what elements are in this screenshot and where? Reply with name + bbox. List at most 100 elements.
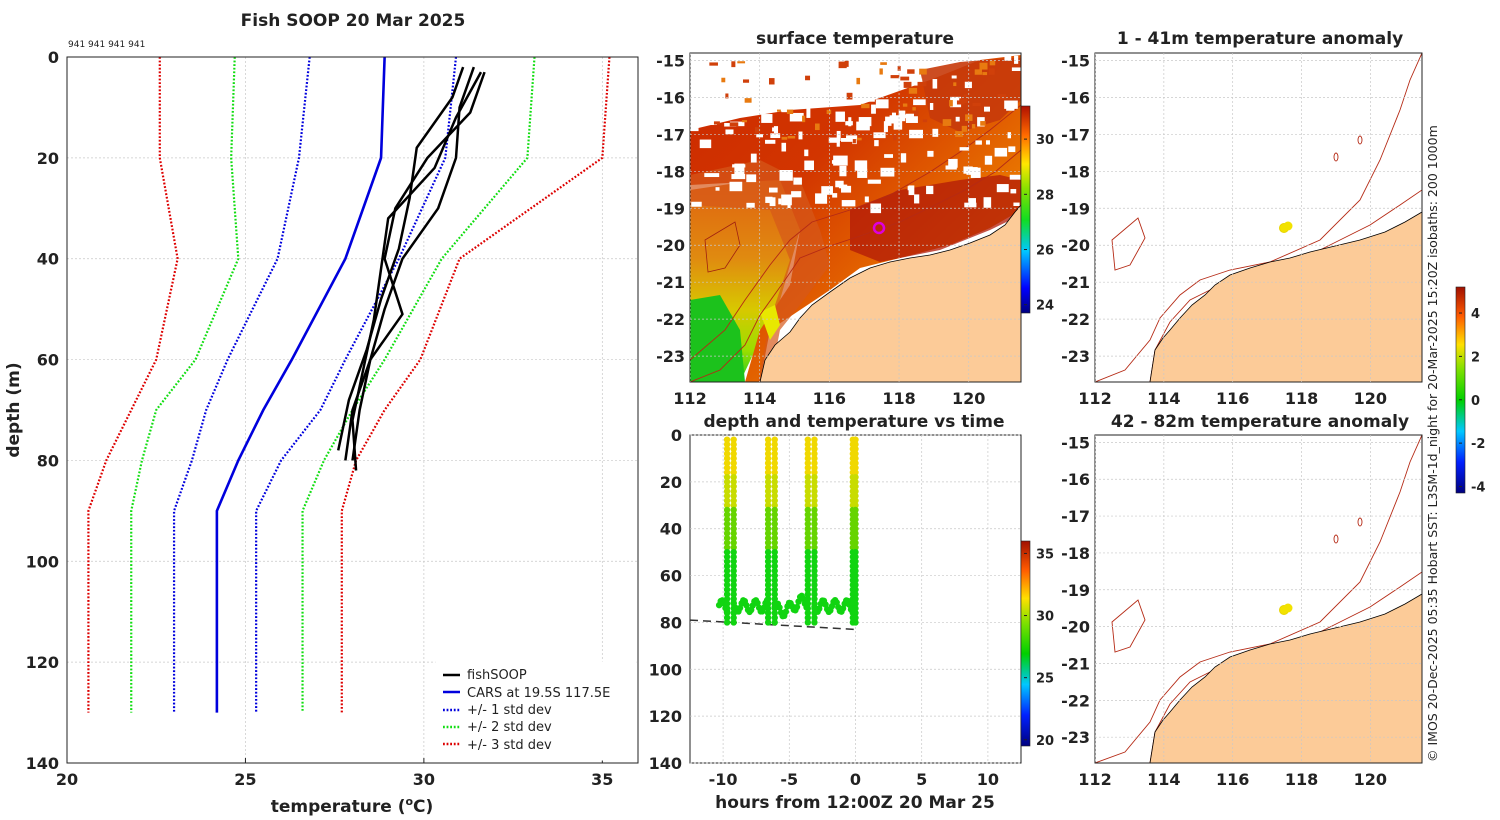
time-dive-0-0 [723, 441, 731, 448]
anom1-land [1149, 211, 1422, 382]
time-xtick-3: 5 [916, 770, 927, 789]
sst-cloud-98 [725, 129, 734, 135]
time-dive-0-1 [730, 483, 737, 490]
time-dive-1-1 [771, 506, 778, 514]
time-dive-2-1 [811, 614, 818, 621]
time-dive-1-1 [771, 445, 778, 453]
sst-field-strip [690, 160, 830, 382]
sst-cloud-30 [853, 62, 860, 70]
time-dive-2-1 [811, 577, 818, 584]
time-dive-0-1 [730, 567, 737, 575]
profile-series-0 [215, 56, 386, 713]
sst-cloud-128 [804, 160, 814, 171]
time-dive-1-1 [771, 567, 778, 575]
time-dive-2-1 [811, 497, 818, 504]
time-dive-2-1 [811, 619, 818, 626]
time-dive-2-0 [804, 506, 812, 514]
sst-cloud-90 [708, 93, 718, 101]
sst-cloud-112 [769, 197, 776, 207]
sst-speck-20 [893, 135, 897, 141]
time-dive-2-1 [811, 581, 818, 589]
time-dive-2-1 [811, 511, 818, 518]
sst-ytick-7: -22 [656, 310, 685, 329]
time-dive-3-1 [852, 516, 859, 523]
time-dive-3-1 [852, 539, 859, 546]
sst-cloud-84 [745, 55, 759, 67]
sst-speck-31 [890, 75, 900, 79]
time-dive-0-0 [723, 581, 731, 589]
time-dive-0-1 [730, 548, 737, 556]
anom1-isobath-1000 [1095, 53, 1422, 382]
time-dive-1-1 [771, 558, 778, 565]
time-dive-1-1 [771, 577, 778, 584]
time-dive-2-0 [804, 544, 812, 551]
fishsoop-profile-1 [351, 71, 483, 471]
profile-legend: fishSOOP CARS at 19.5S 117.5E +/- 1 std … [435, 661, 637, 761]
time-dive-0-1 [730, 488, 737, 495]
sst-cloud-145 [1014, 55, 1019, 64]
profile-xtick-2: 30 [413, 770, 435, 789]
sst-cloud-122 [857, 168, 868, 178]
time-dive-1-1 [771, 609, 778, 617]
sst-speck-30 [897, 65, 901, 71]
sst-cloud-54 [964, 81, 972, 89]
time-dive-1-0 [764, 520, 772, 528]
anom1-reef-2 [1333, 152, 1339, 162]
sst-xtick-1: 114 [743, 389, 776, 408]
sst-cloud-78 [843, 78, 852, 84]
sst-cloud-161 [832, 193, 838, 198]
time-dive-1-1 [771, 497, 778, 504]
sst-cloud-110 [815, 68, 826, 74]
sst-cloud-29 [867, 179, 881, 184]
anom-cbtick-3: -2 [1471, 437, 1485, 452]
time-xtick-4: 10 [977, 770, 999, 789]
time-dive-2-1 [811, 473, 818, 481]
time-dive-2-0 [804, 473, 812, 481]
time-dive-1-1 [771, 530, 778, 537]
sst-cloud-10 [806, 107, 811, 118]
time-dive-0-1 [730, 455, 737, 462]
time-dive-1-0 [764, 473, 772, 481]
sst-speck-10 [902, 103, 908, 107]
sst-cloud-133 [809, 92, 816, 97]
sst-panel: surface temperature 112 114 116 118 120 -15 -… [656, 29, 1054, 408]
sst-cloud-97 [893, 119, 903, 130]
time-dive-0-1 [730, 459, 737, 467]
sst-cloud-16 [835, 180, 844, 188]
time-dive-0-1 [730, 586, 737, 593]
time-dive-0-0 [723, 511, 731, 518]
sst-cloud-124 [913, 99, 926, 106]
time-dive-2-0 [804, 591, 812, 598]
time-dive-0-1 [730, 553, 737, 561]
sst-speck-42 [861, 103, 870, 109]
sst-cloud-7 [828, 137, 840, 143]
sst-cbtick-2: 26 [1036, 244, 1054, 259]
sst-cloud-74 [838, 184, 848, 189]
sst-cloud-105 [1009, 174, 1021, 180]
time-dive-3-1 [852, 563, 859, 570]
time-dive-2-0 [804, 441, 812, 448]
time-dive-3-1 [852, 450, 859, 457]
sst-cloud-121 [923, 57, 928, 63]
time-dive-3-1 [852, 544, 859, 551]
profile-ytick-7: 140 [26, 754, 59, 773]
time-dive-2-0 [804, 464, 812, 471]
time-dive-2-0 [804, 572, 812, 579]
time-dive-2-1 [811, 539, 818, 546]
time-dive-1-1 [771, 539, 778, 546]
sst-cloud-62 [932, 128, 939, 137]
profile-series-4 [301, 56, 536, 713]
sst-cloud-102 [929, 102, 934, 110]
time-dive-1-1 [771, 511, 778, 518]
anom2-ytick-3: -18 [1061, 544, 1090, 563]
sst-cloud-152 [911, 55, 917, 64]
time-dive-0-1 [730, 441, 737, 448]
anom1-reef-1 [1357, 135, 1363, 145]
sst-cloud-41 [909, 129, 923, 139]
timeplot-panel: depth and temperature vs time -10 -5 0 5 10 … [649, 412, 1055, 813]
sst-ytick-4: -19 [656, 199, 685, 218]
time-dive-0-0 [723, 445, 731, 453]
sst-speck-33 [802, 115, 806, 123]
time-dive-0-1 [730, 516, 737, 523]
time-dive-1-1 [771, 469, 778, 476]
